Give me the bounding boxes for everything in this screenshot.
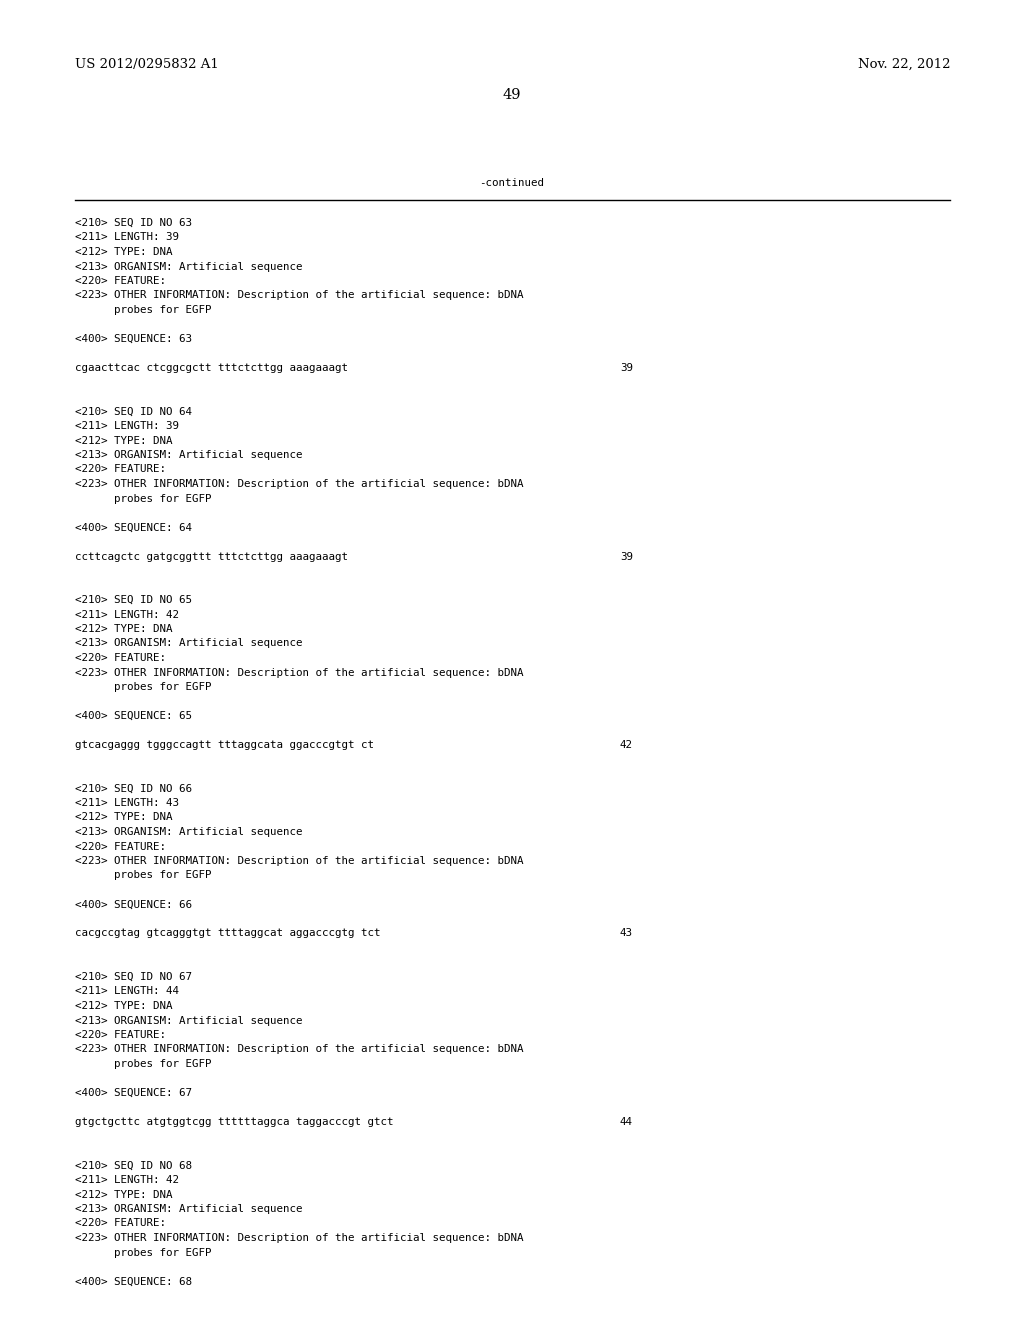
Text: <223> OTHER INFORMATION: Description of the artificial sequence: bDNA: <223> OTHER INFORMATION: Description of …: [75, 1044, 523, 1055]
Text: <211> LENGTH: 42: <211> LENGTH: 42: [75, 1175, 179, 1185]
Text: cacgccgtag gtcagggtgt ttttaggcat aggacccgtg tct: cacgccgtag gtcagggtgt ttttaggcat aggaccc…: [75, 928, 381, 939]
Text: <212> TYPE: DNA: <212> TYPE: DNA: [75, 247, 172, 257]
Text: <210> SEQ ID NO 63: <210> SEQ ID NO 63: [75, 218, 193, 228]
Text: <213> ORGANISM: Artificial sequence: <213> ORGANISM: Artificial sequence: [75, 1015, 302, 1026]
Text: <223> OTHER INFORMATION: Description of the artificial sequence: bDNA: <223> OTHER INFORMATION: Description of …: [75, 855, 523, 866]
Text: <213> ORGANISM: Artificial sequence: <213> ORGANISM: Artificial sequence: [75, 828, 302, 837]
Text: probes for EGFP: probes for EGFP: [75, 870, 212, 880]
Text: <211> LENGTH: 39: <211> LENGTH: 39: [75, 421, 179, 432]
Text: <211> LENGTH: 43: <211> LENGTH: 43: [75, 799, 179, 808]
Text: <210> SEQ ID NO 68: <210> SEQ ID NO 68: [75, 1160, 193, 1171]
Text: <212> TYPE: DNA: <212> TYPE: DNA: [75, 436, 172, 446]
Text: <400> SEQUENCE: 63: <400> SEQUENCE: 63: [75, 334, 193, 345]
Text: <400> SEQUENCE: 64: <400> SEQUENCE: 64: [75, 523, 193, 532]
Text: 43: 43: [620, 928, 633, 939]
Text: <212> TYPE: DNA: <212> TYPE: DNA: [75, 1001, 172, 1011]
Text: <223> OTHER INFORMATION: Description of the artificial sequence: bDNA: <223> OTHER INFORMATION: Description of …: [75, 668, 523, 677]
Text: <213> ORGANISM: Artificial sequence: <213> ORGANISM: Artificial sequence: [75, 639, 302, 648]
Text: <223> OTHER INFORMATION: Description of the artificial sequence: bDNA: <223> OTHER INFORMATION: Description of …: [75, 290, 523, 301]
Text: cgaacttcac ctcggcgctt tttctcttgg aaagaaagt: cgaacttcac ctcggcgctt tttctcttgg aaagaaa…: [75, 363, 348, 374]
Text: <210> SEQ ID NO 64: <210> SEQ ID NO 64: [75, 407, 193, 417]
Text: <220> FEATURE:: <220> FEATURE:: [75, 465, 166, 474]
Text: probes for EGFP: probes for EGFP: [75, 1059, 212, 1069]
Text: -continued: -continued: [479, 178, 545, 187]
Text: Nov. 22, 2012: Nov. 22, 2012: [857, 58, 950, 71]
Text: <213> ORGANISM: Artificial sequence: <213> ORGANISM: Artificial sequence: [75, 1204, 302, 1214]
Text: probes for EGFP: probes for EGFP: [75, 305, 212, 315]
Text: <211> LENGTH: 44: <211> LENGTH: 44: [75, 986, 179, 997]
Text: <220> FEATURE:: <220> FEATURE:: [75, 1030, 166, 1040]
Text: <210> SEQ ID NO 67: <210> SEQ ID NO 67: [75, 972, 193, 982]
Text: <220> FEATURE:: <220> FEATURE:: [75, 276, 166, 286]
Text: gtgctgcttc atgtggtcgg ttttttaggca taggacccgt gtct: gtgctgcttc atgtggtcgg ttttttaggca taggac…: [75, 1117, 393, 1127]
Text: <211> LENGTH: 42: <211> LENGTH: 42: [75, 610, 179, 619]
Text: <213> ORGANISM: Artificial sequence: <213> ORGANISM: Artificial sequence: [75, 261, 302, 272]
Text: <212> TYPE: DNA: <212> TYPE: DNA: [75, 1189, 172, 1200]
Text: 49: 49: [503, 88, 521, 102]
Text: <210> SEQ ID NO 66: <210> SEQ ID NO 66: [75, 784, 193, 793]
Text: <400> SEQUENCE: 68: <400> SEQUENCE: 68: [75, 1276, 193, 1287]
Text: US 2012/0295832 A1: US 2012/0295832 A1: [75, 58, 219, 71]
Text: probes for EGFP: probes for EGFP: [75, 1247, 212, 1258]
Text: <211> LENGTH: 39: <211> LENGTH: 39: [75, 232, 179, 243]
Text: probes for EGFP: probes for EGFP: [75, 682, 212, 692]
Text: 39: 39: [620, 552, 633, 561]
Text: <210> SEQ ID NO 65: <210> SEQ ID NO 65: [75, 595, 193, 605]
Text: gtcacgaggg tgggccagtt tttaggcata ggacccgtgt ct: gtcacgaggg tgggccagtt tttaggcata ggacccg…: [75, 741, 374, 750]
Text: <400> SEQUENCE: 65: <400> SEQUENCE: 65: [75, 711, 193, 721]
Text: <223> OTHER INFORMATION: Description of the artificial sequence: bDNA: <223> OTHER INFORMATION: Description of …: [75, 479, 523, 488]
Text: <400> SEQUENCE: 66: <400> SEQUENCE: 66: [75, 899, 193, 909]
Text: <220> FEATURE:: <220> FEATURE:: [75, 842, 166, 851]
Text: 42: 42: [620, 741, 633, 750]
Text: 39: 39: [620, 363, 633, 374]
Text: <212> TYPE: DNA: <212> TYPE: DNA: [75, 813, 172, 822]
Text: probes for EGFP: probes for EGFP: [75, 494, 212, 503]
Text: 44: 44: [620, 1117, 633, 1127]
Text: <213> ORGANISM: Artificial sequence: <213> ORGANISM: Artificial sequence: [75, 450, 302, 459]
Text: ccttcagctc gatgcggttt tttctcttgg aaagaaagt: ccttcagctc gatgcggttt tttctcttgg aaagaaa…: [75, 552, 348, 561]
Text: <400> SEQUENCE: 67: <400> SEQUENCE: 67: [75, 1088, 193, 1098]
Text: <220> FEATURE:: <220> FEATURE:: [75, 1218, 166, 1229]
Text: <223> OTHER INFORMATION: Description of the artificial sequence: bDNA: <223> OTHER INFORMATION: Description of …: [75, 1233, 523, 1243]
Text: <212> TYPE: DNA: <212> TYPE: DNA: [75, 624, 172, 634]
Text: <220> FEATURE:: <220> FEATURE:: [75, 653, 166, 663]
